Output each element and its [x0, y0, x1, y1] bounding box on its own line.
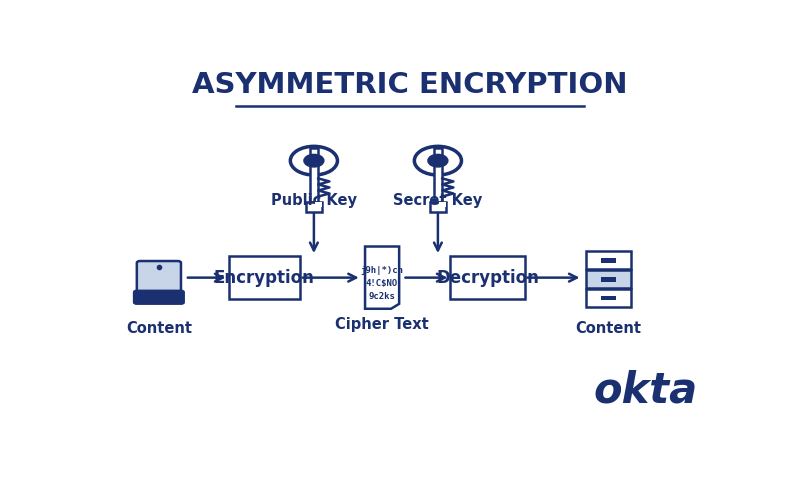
Text: 9c2ks: 9c2ks: [369, 292, 395, 301]
Polygon shape: [365, 246, 399, 309]
FancyBboxPatch shape: [601, 258, 616, 263]
Text: j9h|*)cn: j9h|*)cn: [361, 266, 404, 274]
FancyBboxPatch shape: [229, 256, 300, 299]
Text: Cipher Text: Cipher Text: [335, 318, 429, 332]
Circle shape: [429, 155, 447, 167]
Text: 4!C$NO: 4!C$NO: [366, 279, 398, 288]
FancyBboxPatch shape: [586, 251, 630, 269]
FancyBboxPatch shape: [315, 202, 322, 207]
FancyBboxPatch shape: [134, 291, 184, 304]
Text: Secret Key: Secret Key: [394, 193, 482, 208]
FancyBboxPatch shape: [306, 202, 322, 212]
FancyBboxPatch shape: [586, 289, 630, 307]
FancyBboxPatch shape: [601, 295, 616, 300]
FancyBboxPatch shape: [434, 148, 442, 202]
FancyBboxPatch shape: [586, 270, 630, 288]
Text: Public Key: Public Key: [271, 193, 357, 208]
FancyBboxPatch shape: [430, 202, 446, 212]
Circle shape: [290, 147, 338, 175]
Text: Content: Content: [575, 321, 642, 336]
Circle shape: [414, 147, 462, 175]
FancyBboxPatch shape: [450, 256, 525, 299]
Text: Encryption: Encryption: [214, 269, 314, 287]
FancyBboxPatch shape: [310, 148, 318, 202]
Circle shape: [305, 155, 323, 167]
Text: Decryption: Decryption: [436, 269, 539, 287]
Text: Content: Content: [126, 321, 192, 336]
Text: ASYMMETRIC ENCRYPTION: ASYMMETRIC ENCRYPTION: [192, 71, 628, 99]
FancyBboxPatch shape: [601, 277, 616, 282]
FancyBboxPatch shape: [439, 202, 446, 207]
FancyBboxPatch shape: [137, 261, 181, 294]
Text: okta: okta: [594, 370, 698, 412]
